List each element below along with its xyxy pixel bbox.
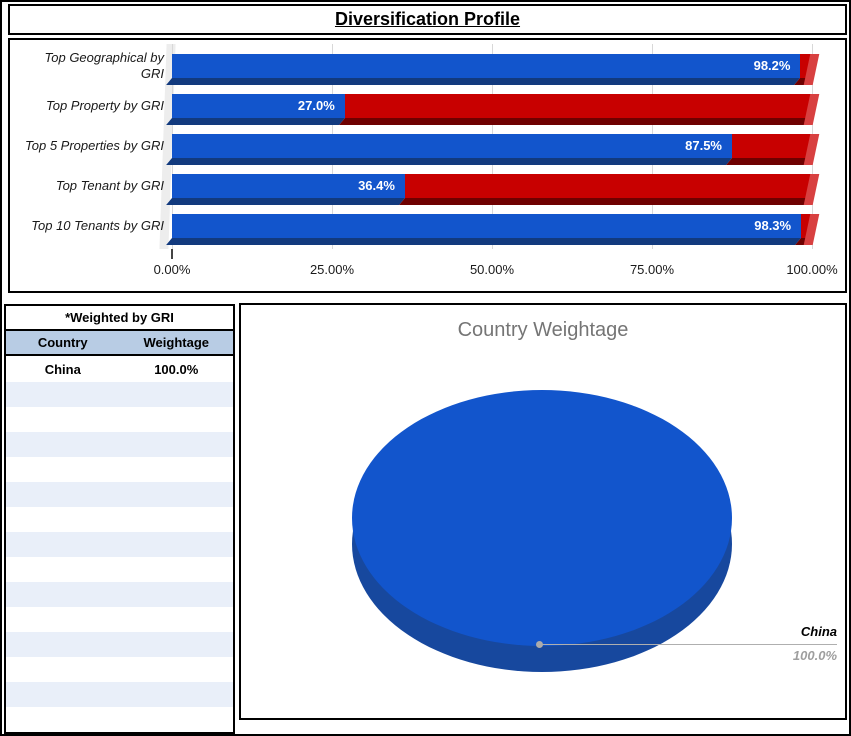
- table-data-row: China 100.0%: [6, 356, 233, 382]
- bar-category-label: Top 5 Properties by GRI: [25, 138, 164, 153]
- gri-weight-table: *Weighted by GRI Country Weightage China…: [4, 304, 235, 734]
- bar-category-label: Top 10 Tenants by GRI: [31, 218, 164, 233]
- table-empty-row[interactable]: [6, 607, 233, 632]
- table-empty-row[interactable]: [6, 432, 233, 457]
- table-empty-row[interactable]: [6, 657, 233, 682]
- diversification-bar-chart: 0.00% 25.00% 50.00% 75.00% 100.00% 98.2% 27.0%…: [8, 38, 847, 293]
- table-empty-rows: [6, 382, 233, 732]
- bar-value-label: 27.0%: [297, 98, 335, 113]
- pie-callout-line: [540, 644, 837, 645]
- country-weightage-pie-chart: Country Weightage China 100.0%: [239, 303, 847, 720]
- column-header-country[interactable]: Country: [37, 335, 88, 350]
- bar-row: 27.0%: [166, 94, 820, 125]
- bar-segment-weight: 87.5%: [166, 134, 733, 165]
- bar-segment-remainder: [726, 134, 820, 165]
- bar-segment-weight: 98.3%: [166, 214, 802, 245]
- table-cell-weightage[interactable]: 100.0%: [154, 361, 199, 377]
- x-axis-tick-label: 0.00%: [153, 262, 191, 277]
- pie-callout-value: 100.0%: [792, 648, 837, 663]
- bar-category-label: Top Property by GRI: [45, 98, 164, 113]
- table-empty-row[interactable]: [6, 507, 233, 532]
- bar-row: 98.3%: [166, 214, 820, 245]
- bar-segment-remainder: [794, 54, 820, 85]
- pie-chart-title: Country Weightage: [457, 319, 629, 341]
- x-axis-tick-label: 100.00%: [786, 262, 838, 277]
- table-empty-row[interactable]: [6, 557, 233, 582]
- bar-value-label: 87.5%: [685, 138, 722, 153]
- x-axis-zero-tick: [171, 249, 173, 259]
- bar-segment-weight: 27.0%: [166, 94, 345, 125]
- table-empty-row[interactable]: [6, 407, 233, 432]
- bar-row: 36.4%: [166, 174, 820, 205]
- x-axis-tick-label: 25.00%: [309, 262, 355, 277]
- bar-category-label: Top Geographical by GRI: [44, 50, 165, 81]
- dashboard-title-box: Diversification Profile: [8, 4, 847, 35]
- pie-slice-china: [352, 390, 732, 646]
- table-header-row: Country Weightage: [6, 331, 233, 356]
- table-empty-row[interactable]: [6, 482, 233, 507]
- bar-value-label: 36.4%: [358, 178, 395, 193]
- table-empty-row[interactable]: [6, 382, 233, 407]
- bar-category-label: Top Tenant by GRI: [55, 178, 164, 193]
- table-empty-row[interactable]: [6, 457, 233, 482]
- column-header-weightage[interactable]: Weightage: [143, 335, 210, 350]
- bar-row: 98.2%: [166, 54, 820, 85]
- table-empty-row[interactable]: [6, 632, 233, 657]
- bar-segment-weight: 98.2%: [166, 54, 801, 85]
- table-empty-row[interactable]: [6, 582, 233, 607]
- pie-callout-label: China: [800, 624, 837, 639]
- dashboard-title: Diversification Profile: [334, 9, 521, 29]
- pie-callout-dot: [536, 641, 543, 648]
- table-title-cell[interactable]: *Weighted by GRI: [6, 306, 233, 331]
- bar-segment-remainder: [399, 174, 820, 205]
- table-empty-row[interactable]: [6, 682, 233, 707]
- table-empty-row[interactable]: [6, 707, 233, 732]
- bar-chart-plot-area: 0.00% 25.00% 50.00% 75.00% 100.00% 98.2% 27.0%…: [154, 44, 838, 277]
- bar-value-label: 98.2%: [753, 58, 791, 73]
- bar-segment-weight: 36.4%: [166, 174, 405, 205]
- bar-row: 87.5%: [166, 134, 820, 165]
- x-axis-tick-label: 75.00%: [629, 262, 675, 277]
- table-title: *Weighted by GRI: [65, 310, 174, 325]
- bar-segment-remainder: [338, 94, 820, 125]
- bar-segment-remainder: [795, 214, 820, 245]
- bar-value-label: 98.3%: [754, 218, 792, 233]
- table-cell-country[interactable]: China: [44, 361, 81, 377]
- table-empty-row[interactable]: [6, 532, 233, 557]
- x-axis-tick-label: 50.00%: [469, 262, 515, 277]
